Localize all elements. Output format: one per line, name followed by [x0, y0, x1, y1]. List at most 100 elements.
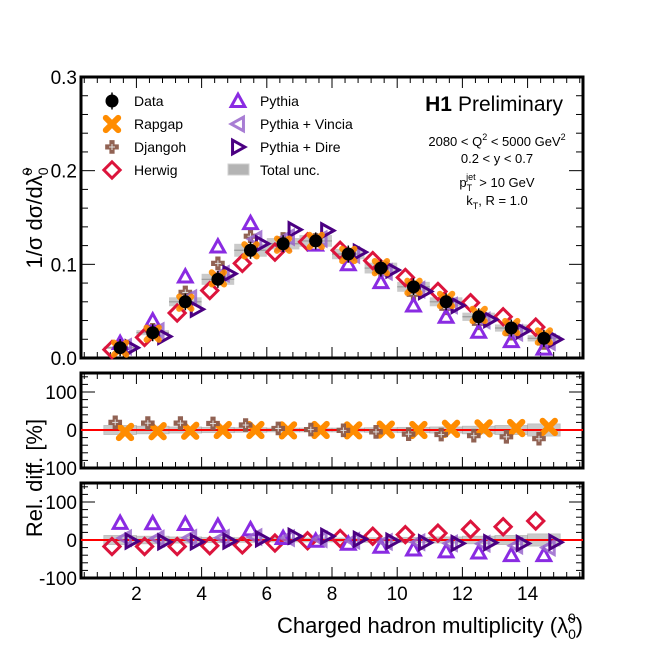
point-data — [472, 308, 486, 326]
point-data — [309, 232, 323, 250]
ratio1-frame — [79, 371, 585, 470]
ratio-point-rapgap — [539, 417, 558, 437]
ratio-point-pythia — [534, 545, 554, 563]
legend-label: Pythia + Vincia — [260, 116, 353, 132]
point-data — [341, 245, 355, 263]
legend-item: Pythia + Vincia — [228, 114, 353, 134]
point-pythia — [501, 331, 521, 349]
ratio-point-djangoh — [271, 421, 286, 436]
x-tick-label: 10 — [387, 584, 408, 605]
ratio-point-herwig — [395, 524, 416, 545]
ratio-point-herwig — [362, 525, 383, 547]
ratio-point-pythia-vincia — [408, 532, 426, 552]
ratio-point-pythia-dire — [124, 531, 142, 551]
ratio-point-rapgap — [148, 421, 167, 441]
ratio-point-djangoh — [140, 416, 155, 430]
ratio-point-djangoh — [108, 415, 123, 430]
ratio2-y-tick-label: -100 — [39, 569, 77, 590]
ratio-point-rapgap — [115, 422, 135, 442]
legend-item: Pythia + Dire — [231, 137, 341, 157]
ratio-point-pythia — [501, 545, 521, 563]
legend-swatch-total-unc — [227, 163, 250, 176]
ratio1-y-tick-label: -100 — [39, 459, 77, 480]
legend-label: Djangoh — [134, 139, 186, 155]
ratio2-frame — [79, 481, 585, 580]
ratio-point-rapgap — [311, 420, 330, 440]
point-data — [146, 324, 160, 342]
point-pythia-dire — [320, 221, 338, 240]
ratio-point-herwig — [492, 516, 514, 537]
legend-item: Pythia — [228, 91, 299, 109]
annotation-q2-range: 2080 < Q2 < 5000 GeV2 — [428, 132, 565, 149]
ratio-point-djangoh — [532, 431, 546, 446]
legend-item: Total unc. — [227, 162, 320, 178]
point-data — [504, 319, 518, 337]
legend-marker-djangoh — [105, 140, 119, 154]
ratio-point-pythia-dire — [548, 532, 566, 552]
ratio-point-pythia — [110, 512, 130, 530]
legend-item: Herwig — [101, 159, 178, 181]
ratio-point-pythia-dire — [450, 534, 468, 553]
ratio-point-pythia-dire — [417, 533, 435, 553]
ratio-point-djangoh — [206, 416, 220, 431]
point-herwig — [427, 281, 449, 302]
ratio-point-pythia-vincia — [245, 527, 263, 547]
main-y-tick-label: 0.2 — [51, 162, 77, 183]
annotation-pt-cut: pTjet > 10 GeV — [459, 172, 534, 193]
point-data — [244, 241, 258, 259]
point-pythia — [175, 266, 195, 284]
point-pythia — [436, 306, 456, 324]
point-data — [113, 339, 127, 357]
point-pythia — [241, 213, 260, 231]
ratio-point-pythia — [208, 516, 228, 533]
point-herwig — [525, 316, 546, 338]
legend-label: Pythia + Dire — [260, 139, 341, 155]
legend-marker-herwig — [101, 159, 123, 181]
experiment-label: H1 Preliminary — [425, 93, 563, 116]
legend: Data Rapgap Djangoh Herwig Pythia Pythia + Vi… — [101, 91, 353, 181]
legend-label: Herwig — [134, 162, 178, 178]
ratio-point-pythia-dire — [254, 529, 272, 549]
point-herwig — [362, 250, 383, 271]
ratio-point-pythia-vincia — [343, 531, 361, 551]
ratio2-y-tick-label: 100 — [45, 493, 77, 514]
ratio-point-djangoh — [466, 428, 481, 443]
ratio-point-pythia-dire — [515, 534, 533, 553]
ratio-point-herwig — [134, 536, 155, 557]
legend-marker-pythia — [228, 91, 248, 108]
ratio-point-pythia-dire — [287, 526, 305, 546]
point-herwig — [232, 253, 253, 274]
ratio-point-herwig — [264, 532, 286, 554]
ratio-point-djangoh — [303, 422, 318, 437]
point-pythia-dire — [287, 220, 305, 240]
point-pythia — [371, 272, 391, 290]
ratio-panel-herwig-pythia: -100 0 100 2 4 6 8 10 12 14 — [39, 481, 585, 605]
ratio-point-pythia-vincia — [506, 536, 524, 556]
x-tick-label: 14 — [517, 584, 539, 605]
ratio-point-pythia-dire — [222, 531, 240, 551]
ratio-point-herwig — [525, 510, 546, 532]
ratio-point-djangoh — [173, 416, 188, 430]
point-herwig — [492, 306, 514, 328]
ratio-point-rapgap — [507, 418, 526, 438]
x-tick-label: 12 — [452, 584, 473, 605]
x-tick-label: 6 — [262, 584, 273, 605]
point-data — [537, 329, 551, 347]
ratio-point-pythia-vincia — [278, 528, 295, 548]
point-data — [439, 293, 453, 311]
ratio-point-rapgap — [344, 421, 363, 440]
main-panel: 0.0 0.1 0.2 0.3 — [51, 68, 585, 370]
point-data — [276, 235, 290, 253]
annotation-block: H1 Preliminary 2080 < Q2 < 5000 GeV2 0.2 … — [425, 93, 566, 211]
point-pythia — [534, 338, 554, 356]
x-axis-title: Charged hadron multiplicity (λ̃00) — [277, 610, 583, 642]
ratio-point-pythia-dire — [352, 529, 370, 549]
legend-marker-rapgap — [102, 114, 122, 134]
ratio-point-herwig — [460, 519, 481, 540]
main-y-tick-label: 0.0 — [51, 349, 77, 370]
point-herwig — [329, 240, 351, 261]
annotation-y-range: 0.2 < y < 0.7 — [461, 151, 533, 166]
ratio-point-pythia — [469, 542, 489, 560]
point-data — [178, 293, 192, 311]
